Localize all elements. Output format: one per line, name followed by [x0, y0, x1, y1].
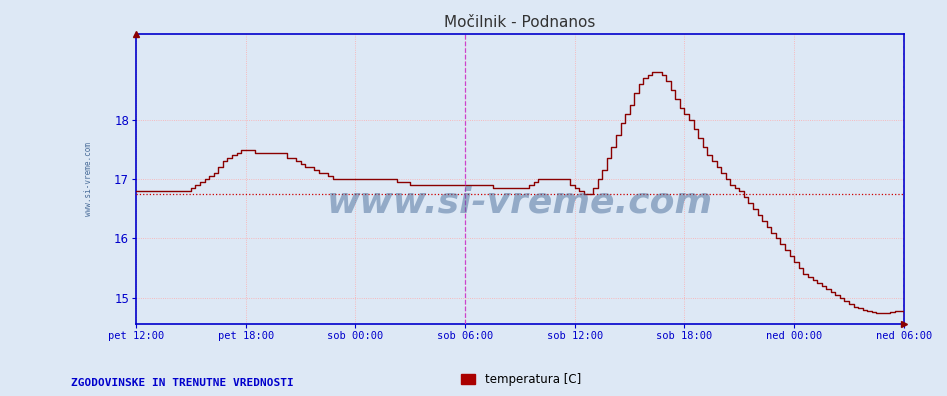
Text: www.si-vreme.com: www.si-vreme.com	[84, 142, 93, 216]
Title: Močilnik - Podnanos: Močilnik - Podnanos	[444, 15, 596, 30]
Text: www.si-vreme.com: www.si-vreme.com	[327, 185, 713, 219]
Text: ZGODOVINSKE IN TRENUTNE VREDNOSTI: ZGODOVINSKE IN TRENUTNE VREDNOSTI	[71, 378, 294, 388]
Legend: temperatura [C]: temperatura [C]	[461, 373, 581, 386]
